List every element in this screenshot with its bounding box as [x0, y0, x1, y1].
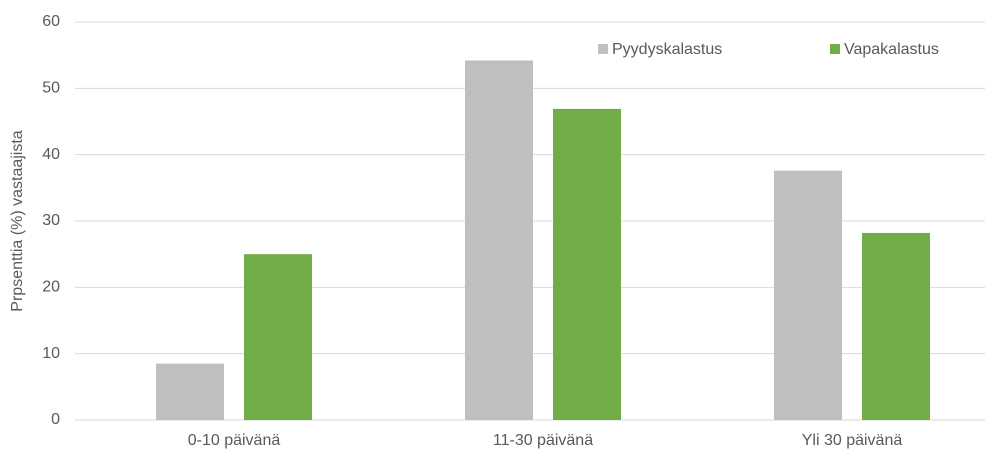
legend-label: Pyydyskalastus — [612, 41, 722, 58]
bar — [862, 232, 930, 420]
y-tick-label: 20 — [42, 279, 60, 296]
y-tick-label: 50 — [42, 80, 60, 97]
y-tick-label: 30 — [42, 212, 60, 229]
bar — [156, 363, 224, 420]
y-axis-label: Prpsenttia (%) vastaajista — [9, 130, 26, 312]
y-tick-label: 0 — [51, 411, 60, 428]
bar — [465, 60, 533, 421]
x-tick-label: Yli 30 päivänä — [802, 432, 903, 449]
bar — [244, 254, 312, 420]
y-tick-label: 10 — [42, 345, 60, 362]
bar — [774, 170, 842, 420]
y-tick-label: 60 — [42, 13, 60, 30]
x-tick-label: 11-30 päivänä — [493, 432, 593, 449]
x-tick-label: 0-10 päivänä — [188, 432, 281, 449]
bar — [553, 108, 621, 420]
legend-swatch — [830, 44, 840, 54]
y-tick-label: 40 — [42, 146, 60, 163]
legend-swatch — [598, 44, 608, 54]
legend-label: Vapakalastus — [844, 41, 939, 58]
